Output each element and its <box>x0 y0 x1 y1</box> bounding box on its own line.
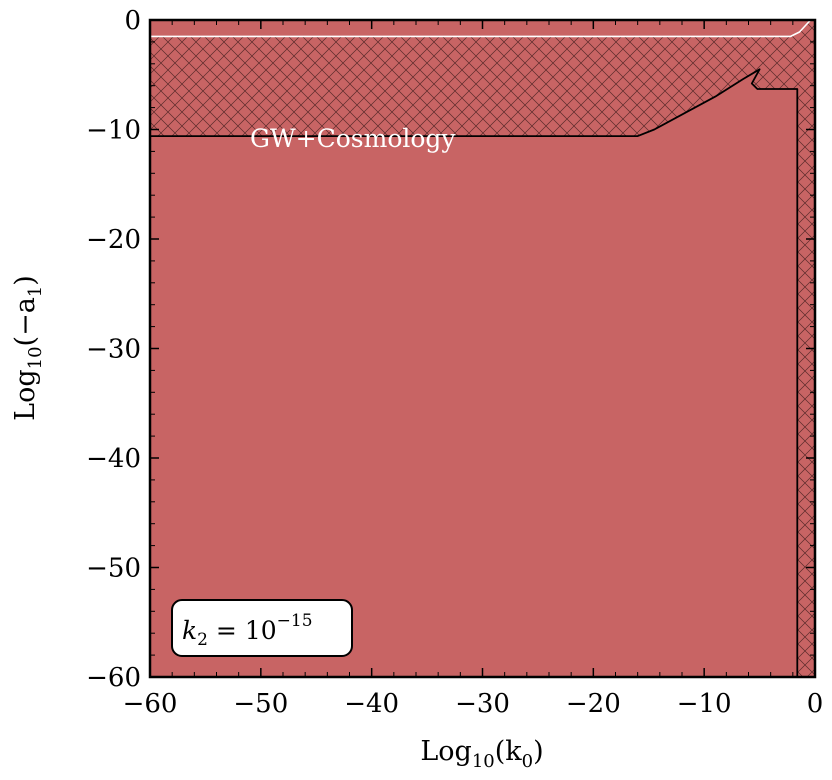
y-tick-label: −30 <box>86 335 141 365</box>
y-tick-label: −60 <box>86 663 141 693</box>
x-tick-label: −60 <box>123 689 178 719</box>
x-tick-label: −20 <box>566 689 621 719</box>
series-line-1 <box>150 20 812 38</box>
legend-eq: = 10 <box>208 616 277 645</box>
x-tick-label: −40 <box>344 689 399 719</box>
x-tick-label: −30 <box>455 689 510 719</box>
x-tick-label: −50 <box>233 689 288 719</box>
legend-sup: −15 <box>277 611 313 631</box>
plot-frame <box>148 18 817 679</box>
legend-sub: 2 <box>197 630 208 650</box>
svg-text:k2 = 10−15: k2 = 10−15 <box>182 611 313 650</box>
y-tick-label: −10 <box>86 116 141 146</box>
legend-box: k2 = 10−15 <box>171 599 353 657</box>
y-tick-label: −20 <box>86 225 141 255</box>
hatched-region-excluded-top <box>150 20 815 677</box>
x-axis-title: Log10(k0) <box>420 736 543 772</box>
y-axis-title: Log10(−a1) <box>10 275 46 421</box>
y-tick-label: −40 <box>86 444 141 474</box>
y-tick-label: 0 <box>124 6 141 36</box>
x-tick-label: 0 <box>807 689 824 719</box>
legend-var: k <box>182 616 197 645</box>
annotation-gw-cosmology: GW+Cosmology <box>250 124 456 153</box>
y-tick-label: −50 <box>86 554 141 584</box>
x-tick-label: −10 <box>677 689 732 719</box>
series-line-0 <box>150 68 799 677</box>
